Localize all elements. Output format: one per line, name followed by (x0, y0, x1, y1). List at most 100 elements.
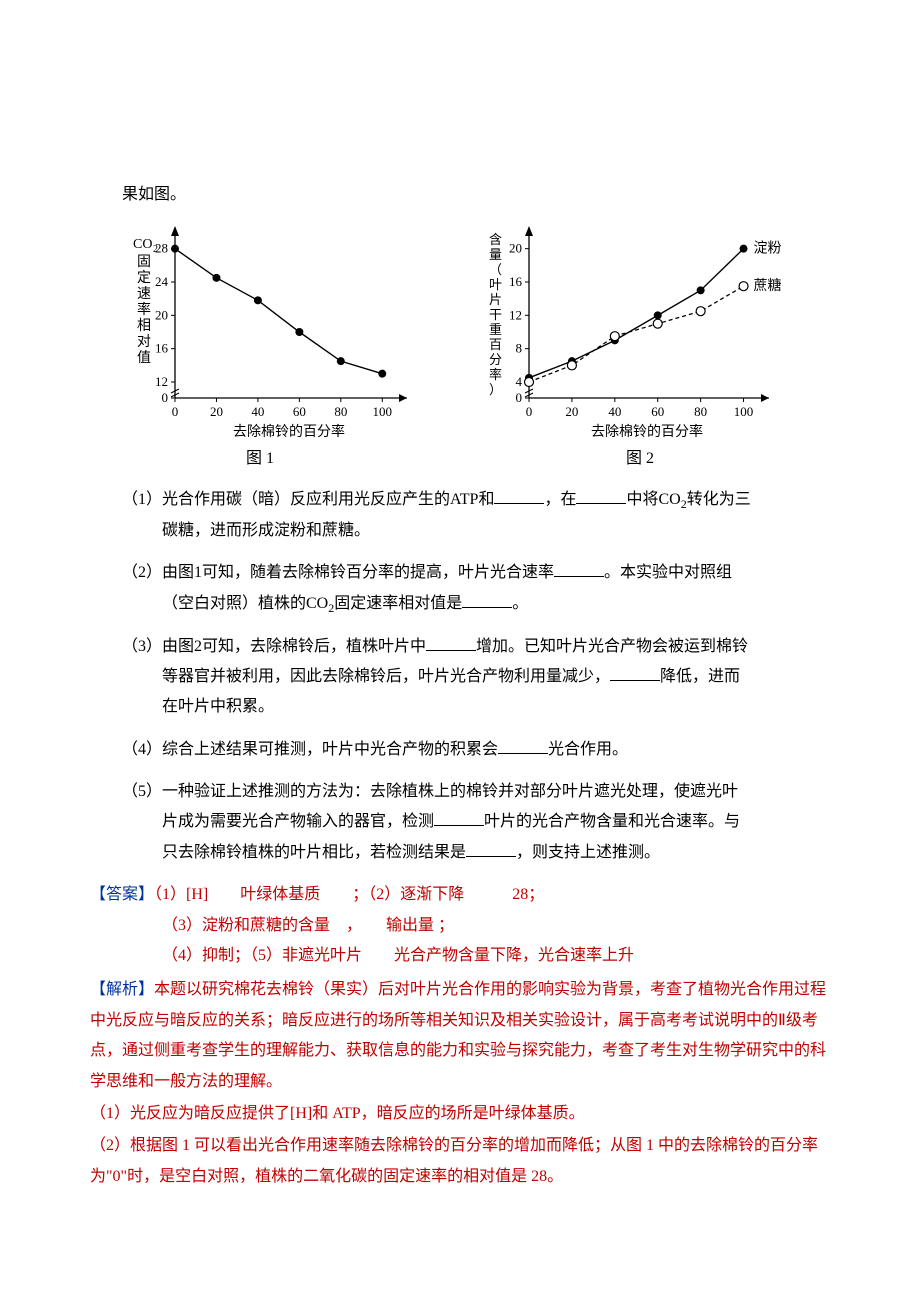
svg-text:（: （ (489, 262, 502, 277)
svg-text:20: 20 (565, 404, 578, 419)
svg-text:重: 重 (489, 322, 502, 337)
answer-label: 【答案】 (90, 886, 154, 903)
svg-text:淀粉: 淀粉 (754, 241, 782, 257)
q1-text-a: （1）光合作用碳（暗）反应利用光反应产生的ATP和 (122, 491, 494, 508)
svg-text:0: 0 (526, 404, 533, 419)
q3-cont-a: 等器官并被利用，因此去除棉铃后，叶片光合产物利用量减少， (162, 668, 610, 685)
q3-blank-1 (426, 635, 476, 651)
svg-text:0: 0 (516, 390, 523, 405)
q3-text-b: 增加。已知叶片光合产物会被运到棉铃 (476, 638, 748, 655)
q5-cont2-a: 只去除棉铃植株的叶片相比，若检测结果是 (162, 844, 466, 861)
q1-text-b: ，在 (544, 491, 576, 508)
svg-text:16: 16 (509, 274, 523, 289)
chart-1-wrap: 02040608010001216202428去除棉铃的百分率CO2固定速率相对… (105, 220, 415, 474)
svg-text:0: 0 (172, 404, 179, 419)
q1-cont: 碳糖，进而形成淀粉和蔗糖。 (162, 516, 830, 546)
svg-text:12: 12 (155, 374, 168, 389)
svg-text:速: 速 (137, 286, 151, 302)
chart-2-wrap: 020406080100048121620去除棉铃的百分率含量（叶片干重百分率）… (465, 220, 815, 474)
svg-text:8: 8 (516, 341, 523, 356)
svg-text:百: 百 (489, 337, 502, 352)
answer-line-2: （3）淀粉和蔗糖的含量 ， 输出量 ； (162, 917, 454, 934)
svg-text:率: 率 (489, 367, 502, 382)
svg-text:率: 率 (137, 301, 151, 318)
svg-text:80: 80 (694, 404, 707, 419)
svg-text:干: 干 (489, 307, 502, 322)
svg-text:60: 60 (651, 404, 664, 419)
svg-text:12: 12 (509, 308, 522, 323)
q3-cont2: 在叶片中积累。 (162, 692, 830, 722)
q2-cont-b: 固定速率相对值是 (334, 595, 462, 612)
q2-cont-a: （空白对照）植株的CO (162, 595, 328, 612)
q1-blank-1 (494, 488, 544, 504)
q4-blank-1 (498, 738, 548, 754)
svg-text:100: 100 (734, 404, 754, 419)
svg-text:24: 24 (155, 274, 169, 289)
analysis-block: 【解析】本题以研究棉花去棉铃（果实）后对叶片光合作用的影响实验为背景，考查了植物… (90, 975, 830, 1192)
q1-blank-2 (576, 488, 626, 504)
svg-text:16: 16 (155, 341, 169, 356)
svg-text:相: 相 (137, 318, 151, 334)
svg-text:20: 20 (155, 308, 168, 323)
answer-line-1: （1）[H] 叶绿体基质 ；（2）逐渐下降 28； (154, 886, 544, 903)
svg-text:蔗糖: 蔗糖 (754, 279, 782, 295)
questions-block: （1）光合作用碳（暗）反应利用光反应产生的ATP和，在中将CO2转化为三 碳糖，… (90, 485, 830, 868)
q2-text-b: 。本实验中对照组 (604, 564, 732, 581)
svg-text:20: 20 (509, 241, 522, 256)
svg-text:对: 对 (137, 334, 151, 350)
svg-text:定: 定 (137, 270, 151, 286)
q5-cont2-b: ，则支持上述推测。 (516, 844, 660, 861)
q5-text-a: （5）一种验证上述推测的方法为：去除植株上的棉铃并对部分叶片遮光处理，使遮光叶 (122, 783, 738, 800)
svg-text:分: 分 (489, 352, 502, 367)
answer-line-3: （4）抑制；（5）非遮光叶片 光合产物含量下降，光合速率上升 (162, 947, 634, 964)
q3-text-a: （3）由图2可知，去除棉铃后，植株叶片中 (122, 638, 426, 655)
q3-cont-b: 降低，进而 (660, 668, 740, 685)
svg-text:2: 2 (153, 244, 158, 255)
q2-blank-1 (554, 561, 604, 577)
svg-text:含: 含 (489, 232, 502, 247)
svg-text:40: 40 (251, 404, 264, 419)
svg-text:）: ） (489, 382, 502, 397)
question-5: （5）一种验证上述推测的方法为：去除植株上的棉铃并对部分叶片遮光处理，使遮光叶 … (122, 777, 830, 868)
analysis-label: 【解析】 (90, 981, 154, 998)
chart-1: 02040608010001216202428去除棉铃的百分率CO2固定速率相对… (105, 220, 415, 440)
question-1: （1）光合作用碳（暗）反应利用光反应产生的ATP和，在中将CO2转化为三 碳糖，… (122, 485, 830, 546)
charts-row: 02040608010001216202428去除棉铃的百分率CO2固定速率相对… (90, 220, 830, 474)
q5-blank-2 (466, 841, 516, 857)
svg-text:量: 量 (489, 247, 502, 262)
q5-cont1-b: 叶片的光合产物含量和光合速率。与 (484, 813, 740, 830)
svg-text:去除棉铃的百分率: 去除棉铃的百分率 (591, 423, 703, 440)
svg-text:80: 80 (334, 404, 347, 419)
q2-cont-c: 。 (512, 595, 528, 612)
q3-blank-2 (610, 665, 660, 681)
context-fragment: 果如图。 (90, 180, 830, 210)
svg-text:0: 0 (162, 390, 169, 405)
question-3: （3）由图2可知，去除棉铃后，植株叶片中 增加。已知叶片光合产物会被运到棉铃 等器… (122, 632, 830, 723)
q5-cont1-a: 片成为需要光合产物输入的器官，检测 (162, 813, 434, 830)
q2-text-a: （2）由图1可知，随着去除棉铃百分率的提高，叶片光合速率 (122, 564, 554, 581)
q1-text-c: 中将CO (626, 491, 680, 508)
chart-2: 020406080100048121620去除棉铃的百分率含量（叶片干重百分率）… (465, 220, 815, 440)
question-4: （4）综合上述结果可推测，叶片中光合产物的积累会 光合作用。 (122, 735, 830, 765)
analysis-p1: 本题以研究棉花去棉铃（果实）后对叶片光合作用的影响实验为背景，考查了植物光合作用… (90, 981, 826, 1089)
question-2: （2）由图1可知，随着去除棉铃百分率的提高，叶片光合速率 。本实验中对照组 （空白… (122, 558, 830, 619)
q5-blank-1 (434, 810, 484, 826)
svg-text:值: 值 (137, 350, 151, 366)
svg-text:片: 片 (489, 292, 502, 307)
analysis-s2: （2）根据图 1 可以看出光合作用速率随去除棉铃的百分率的增加而降低；从图 1 … (90, 1131, 830, 1192)
svg-text:去除棉铃的百分率: 去除棉铃的百分率 (233, 423, 345, 440)
svg-text:20: 20 (210, 404, 223, 419)
svg-text:CO: CO (133, 237, 152, 252)
svg-text:4: 4 (516, 374, 523, 389)
svg-text:60: 60 (293, 404, 306, 419)
q4-text-a: （4）综合上述结果可推测，叶片中光合产物的积累会 (122, 741, 498, 758)
chart-2-caption: 图 2 (626, 444, 654, 474)
svg-text:100: 100 (373, 404, 393, 419)
svg-text:固: 固 (137, 255, 151, 270)
q4-text-b: 光合作用。 (548, 741, 628, 758)
answer-block: 【答案】（1）[H] 叶绿体基质 ；（2）逐渐下降 28； （3）淀粉和蔗糖的含… (90, 880, 830, 971)
chart-1-caption: 图 1 (246, 444, 274, 474)
analysis-s1: （1）光反应为暗反应提供了[H]和 ATP，暗反应的场所是叶绿体基质。 (90, 1099, 830, 1129)
q1-text-d: 转化为三 (687, 491, 751, 508)
q2-blank-2 (462, 592, 512, 608)
